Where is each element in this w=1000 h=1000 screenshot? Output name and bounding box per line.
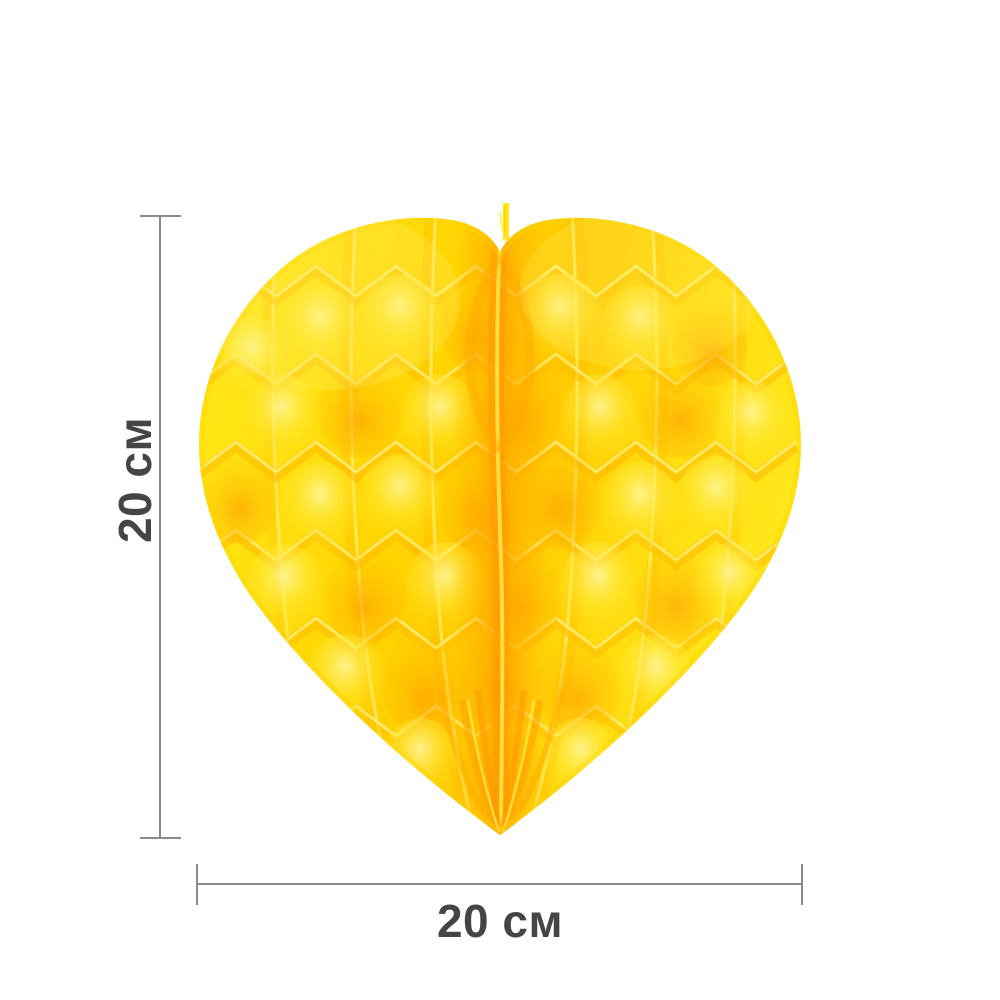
height-dimension-cap-top	[140, 215, 181, 217]
height-dimension-label: 20 см	[109, 416, 161, 544]
heart-body	[199, 217, 801, 835]
center-seam	[452, 217, 548, 835]
honeycomb-cells	[199, 217, 801, 835]
height-dimension-cap-bottom	[140, 837, 181, 839]
hanging-string-icon	[499, 203, 509, 245]
width-dimension-line	[197, 883, 803, 885]
width-dimension-label: 20 см	[436, 895, 564, 947]
height-dimension-line	[159, 216, 161, 838]
width-dimension-cap-left	[196, 864, 198, 905]
bottom-pleats	[437, 689, 565, 835]
width-dimension-cap-right	[801, 864, 803, 905]
